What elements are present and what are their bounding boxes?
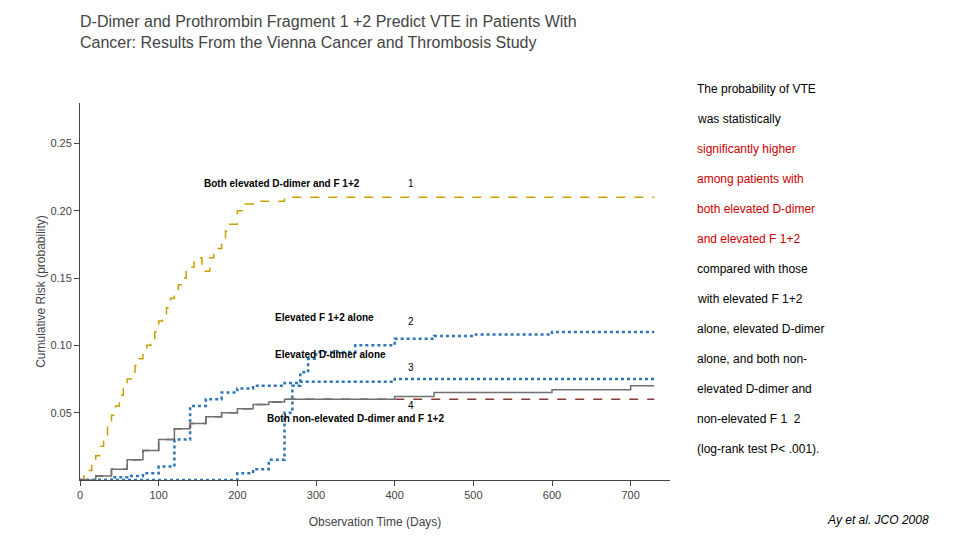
svg-text:1: 1 [408,178,414,189]
svg-text:0.25: 0.25 [50,137,71,149]
svg-text:Cumulative Risk (probability): Cumulative Risk (probability) [34,215,48,368]
svg-text:Elevated D-dimer alone: Elevated D-dimer alone [275,349,386,360]
svg-text:400: 400 [385,489,403,501]
svg-text:alone, and both non-: alone, and both non- [697,352,807,366]
svg-text:0.05: 0.05 [50,407,71,419]
svg-text:0.15: 0.15 [50,272,71,284]
svg-text:significantly higher: significantly higher [697,142,796,156]
svg-text:(log-rank test P< .001).: (log-rank test P< .001). [697,442,819,456]
svg-text:elevated D-dimer and: elevated D-dimer and [697,382,812,396]
svg-text:4: 4 [408,400,414,411]
svg-text:0.20: 0.20 [50,205,71,217]
svg-text:Both elevated D-dimer and F 1+: Both elevated D-dimer and F 1+2 [204,178,360,189]
svg-text:and elevated F 1+2: and elevated F 1+2 [697,232,800,246]
svg-text:100: 100 [149,489,167,501]
svg-text:700: 700 [621,489,639,501]
svg-text:600: 600 [543,489,561,501]
svg-text:both elevated D-dimer: both elevated D-dimer [697,202,815,216]
svg-text:among patients with: among patients with [697,172,804,186]
svg-text:Observation Time (Days): Observation Time (Days) [309,515,442,529]
svg-text:0.10: 0.10 [50,339,71,351]
svg-text:0: 0 [77,489,83,501]
svg-text:non-elevated F 1 2: non-elevated F 1 2 [697,412,801,426]
svg-text:300: 300 [307,489,325,501]
svg-text:alone, elevated D-dimer: alone, elevated D-dimer [697,322,824,336]
svg-text:with elevated F 1+2: with elevated F 1+2 [697,292,803,306]
svg-text:500: 500 [464,489,482,501]
svg-text:3: 3 [408,362,414,373]
svg-text:200: 200 [228,489,246,501]
svg-text:2: 2 [408,316,414,327]
svg-text:Elevated F 1+2 alone: Elevated F 1+2 alone [275,312,374,323]
svg-text:Both non-elevated D-dimer and: Both non-elevated D-dimer and F 1+2 [267,413,444,424]
svg-text:D-Dimer and Prothrombin Fragme: D-Dimer and Prothrombin Fragment 1 +2 Pr… [80,13,577,51]
svg-text:compared with those: compared with those [697,262,808,276]
svg-text:was statistically: was statistically [697,112,781,126]
svg-text:Ay et al. JCO 2008: Ay et al. JCO 2008 [827,513,929,527]
svg-text:The probability of VTE: The probability of VTE [697,82,816,96]
